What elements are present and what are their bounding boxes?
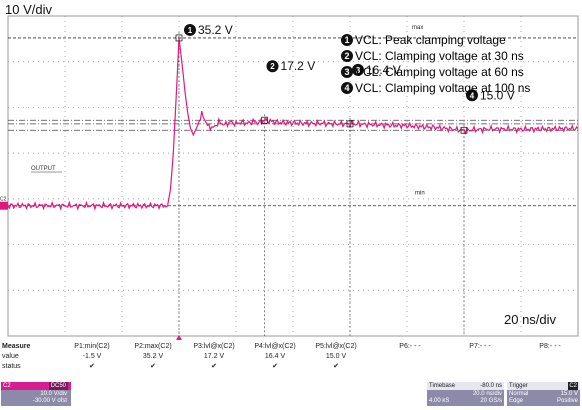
timebase-header: Timebase -80.0 ns xyxy=(427,382,504,390)
legend-text: VCL: Clamping voltage at 30 ns xyxy=(355,49,524,63)
min-cursor-label: min xyxy=(415,191,425,197)
measure-status-check-icon: ✔ xyxy=(272,363,278,370)
legend-item: 3 VCL: Clamping voltage at 60 ns xyxy=(341,64,530,80)
marker-number: 4 xyxy=(470,91,475,100)
legend-item: 4 VCL: Clamping voltage at 100 ns xyxy=(341,80,530,96)
measure-value-label: value xyxy=(2,353,19,360)
legend-number-icon: 1 xyxy=(341,34,353,46)
trigger-position-marker xyxy=(176,335,182,340)
measure-column-name: P6:- - - xyxy=(399,343,421,350)
measure-status-check-icon: ✔ xyxy=(333,363,339,370)
marker-value-label: 35.2 V xyxy=(198,23,233,37)
waveform-plot: max min OUTPUT C2 1 35.2 V 2 17.2 V 3 16.4 V 4 15.0… xyxy=(0,15,579,340)
marker-number: 3 xyxy=(356,66,361,75)
legend-text: VCL: Peak clamping voltage xyxy=(355,33,506,47)
measure-status-check-icon: ✔ xyxy=(89,363,95,370)
measure-status-label: status xyxy=(2,363,21,370)
legend-item: 1 VCL: Peak clamping voltage xyxy=(341,32,530,48)
channel-offset: -30.00 V ofst xyxy=(32,398,67,404)
channel-header: C2 DC50 xyxy=(1,382,71,390)
timebase-box[interactable]: Timebase -80.0 ns 20.0 ns/div 4.00 kS 20… xyxy=(427,382,504,406)
measure-table: Measure value status P1:min(C2) -1.5 V ✔ P2… xyxy=(0,342,582,382)
marker-value-label: 17.2 V xyxy=(281,59,316,73)
legend-item: 2 VCL: Clamping voltage at 30 ns xyxy=(341,48,530,64)
trace-label: OUTPUT xyxy=(31,166,56,172)
trigger-type: Edge xyxy=(509,398,524,404)
measure-column-value: 15.0 V xyxy=(325,353,347,360)
marker-number-badge-icon xyxy=(266,60,279,73)
legend-text: VCL: Clamping voltage at 100 ns xyxy=(355,81,531,95)
channel-ground-marker xyxy=(0,201,8,210)
measure-column-value: 16.4 V xyxy=(264,353,286,360)
measure-status-check-icon: ✔ xyxy=(150,363,156,370)
measure-column-name: P4:lvl@x(C2) xyxy=(254,343,296,350)
legend: 1 VCL: Peak clamping voltage 2 VCL: Clam… xyxy=(341,32,530,96)
marker-number-badge-icon xyxy=(466,89,478,102)
legend-text: VCL: Clamping voltage at 60 ns xyxy=(355,65,524,79)
marker-value-label: 16.4 V xyxy=(366,63,401,77)
legend-number-icon: 2 xyxy=(341,50,353,62)
measure-point-marker xyxy=(346,120,354,128)
measure-status-check-icon: ✔ xyxy=(211,363,217,370)
measure-column-name: P2:max(C2) xyxy=(134,343,172,350)
measure-column-value: -1.5 V xyxy=(82,353,102,360)
marker-value-label: 15.0 V xyxy=(480,88,515,102)
max-cursor-label: max xyxy=(412,25,423,31)
channel-name: C2 xyxy=(3,383,11,389)
timebase-samples: 4.00 kS xyxy=(429,398,450,404)
measure-column-name: P5:lvl@x(C2) xyxy=(315,343,357,350)
channel-ground-label: C2 xyxy=(0,197,7,203)
trigger-box[interactable]: Trigger C2 Normal 15.0 V Edge Positive xyxy=(507,382,580,406)
measure-column-value: 35.2 V xyxy=(142,353,164,360)
measure-point-marker xyxy=(261,116,268,124)
channel-coupling-tag: DC50 xyxy=(48,382,68,390)
measure-header: Measure xyxy=(2,343,31,350)
marker-number: 1 xyxy=(188,26,193,35)
measure-point-marker xyxy=(175,34,183,42)
trigger-level: 15.0 V xyxy=(560,391,578,397)
measure-column-value: 17.2 V xyxy=(203,353,225,360)
timebase-rate: 20.0 ns/div xyxy=(472,391,502,397)
timebase-label: Timebase xyxy=(429,383,456,389)
marker-number: 2 xyxy=(270,62,275,71)
trigger-label: Trigger xyxy=(509,383,528,389)
marker-number-badge-icon xyxy=(352,63,364,76)
output-trace xyxy=(7,37,579,211)
trigger-slope: Positive xyxy=(556,398,578,404)
legend-number-icon: 4 xyxy=(341,82,353,94)
measure-column-name: P7:- - - xyxy=(469,343,491,350)
channel-vdiv: 10.0 V/div xyxy=(40,391,67,397)
trigger-channel: C2 xyxy=(568,382,578,390)
channel-c2-box[interactable]: C2 DC50 10.0 V/div -30.00 V ofst xyxy=(1,382,71,406)
trigger-mode: Normal xyxy=(509,391,529,397)
measure-column-name: P1:min(C2) xyxy=(74,343,110,350)
measure-point-marker xyxy=(460,126,468,134)
marker-number-badge-icon xyxy=(184,23,196,36)
legend-number-icon: 3 xyxy=(341,66,353,78)
timebase-sample-rate: 20 GS/s xyxy=(480,398,502,404)
timebase-delay: -80.0 ns xyxy=(480,383,502,389)
measure-column-name: P8:- - - xyxy=(539,343,561,350)
vertical-scale-label: 10 V/div xyxy=(5,2,52,17)
measure-column-name: P3:lvl@x(C2) xyxy=(193,343,235,350)
trigger-header: Trigger C2 xyxy=(507,382,580,390)
horizontal-scale-label: 20 ns/div xyxy=(504,312,557,327)
